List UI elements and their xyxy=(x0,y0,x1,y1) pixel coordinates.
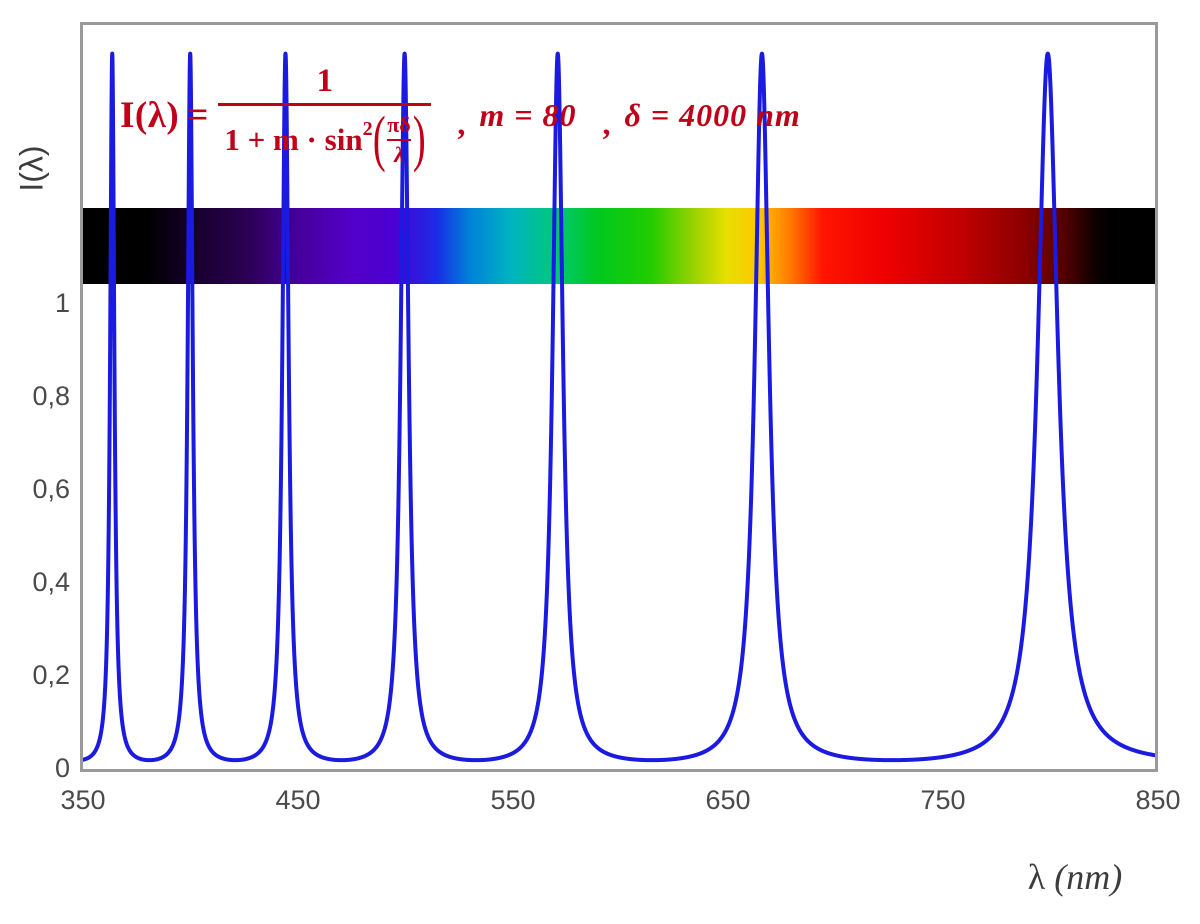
inner-denominator: λ xyxy=(394,141,404,167)
param-m: m = 80 xyxy=(479,96,577,133)
inner-fraction-bar xyxy=(387,138,411,141)
x-tick-850: 850 xyxy=(1135,785,1181,815)
inner-numerator: πδ xyxy=(387,111,411,137)
y-tick-06: 0,6 xyxy=(32,474,70,504)
paren-close: ) xyxy=(412,105,426,174)
y-axis-label: I(λ) xyxy=(13,145,50,192)
equation-fraction: 1 1 + m · sin 2 ( πδ λ ) xyxy=(218,62,432,174)
visible-spectrum-band xyxy=(83,208,1155,284)
equation-annotation: I(λ) = 1 1 + m · sin 2 ( πδ λ ) , m = 80 xyxy=(120,40,1160,190)
x-tick-550: 550 xyxy=(490,785,536,815)
denominator-exponent: 2 xyxy=(362,118,373,140)
equation-numerator: 1 xyxy=(316,62,334,99)
x-axis-label: λ (nm) xyxy=(960,856,1190,898)
x-axis-label-symbol: λ xyxy=(1027,857,1046,897)
fraction-bar xyxy=(218,102,432,106)
param-delta: δ = 4000 nm xyxy=(624,96,801,133)
y-tick-1: 1 xyxy=(54,288,70,318)
x-tick-350: 350 xyxy=(60,785,106,815)
equation-lhs: I(λ) xyxy=(120,94,180,136)
y-tick-0: 0 xyxy=(54,753,70,783)
inner-fraction: πδ λ xyxy=(387,111,411,168)
plot-frame xyxy=(80,22,1158,772)
equation-denominator: 1 + m · sin 2 ( πδ λ ) xyxy=(218,105,431,174)
y-tick-08: 0,8 xyxy=(32,381,70,411)
equation-equals: = xyxy=(187,94,209,136)
equation-separator-1: , xyxy=(457,104,466,141)
paren-open: ( xyxy=(372,105,386,174)
x-tick-750: 750 xyxy=(920,785,966,815)
curve-path xyxy=(83,51,1155,763)
equation-separator-2: , xyxy=(602,104,611,141)
y-tick-02: 0,2 xyxy=(32,660,70,690)
x-tick-650: 650 xyxy=(705,785,751,815)
y-tick-04: 0,4 xyxy=(32,567,70,597)
x-axis-label-unit: (nm) xyxy=(1054,857,1123,897)
x-tick-450: 450 xyxy=(275,785,321,815)
denominator-prefix: 1 + m · sin xyxy=(224,121,363,157)
intensity-curve xyxy=(83,51,1155,763)
